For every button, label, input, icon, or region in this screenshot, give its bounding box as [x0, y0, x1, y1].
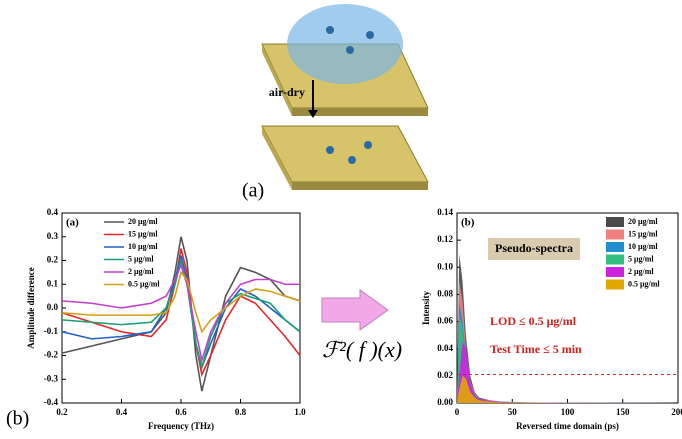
- legend-swatch: [606, 255, 624, 265]
- y-tick-label: -0.2: [44, 350, 59, 360]
- x-tick-label: 0.6: [175, 407, 187, 417]
- x-tick-label: 200: [671, 407, 682, 417]
- y-tick-label: 0.0: [47, 302, 59, 312]
- legend-swatch: [606, 242, 624, 252]
- legend-swatch: [606, 217, 624, 227]
- legend-label: 0.5 μg/ml: [628, 279, 660, 288]
- legend-label: 2 μg/ml: [628, 267, 654, 276]
- legend-label: 5 μg/ml: [628, 254, 654, 263]
- y-tick-label: 0.14: [437, 207, 453, 217]
- y-tick-label: 0.10: [437, 261, 453, 271]
- y-tick-label: -0.1: [44, 326, 59, 336]
- y-tick-label: 0.00: [437, 397, 453, 407]
- x-tick-label: 100: [561, 407, 575, 417]
- y-tick-label: 0.1: [47, 278, 59, 288]
- legend-label: 0.5 μg/ml: [128, 279, 160, 288]
- figure-label: (b): [6, 408, 29, 430]
- x-axis-label: Frequency (THz): [148, 421, 214, 431]
- area: [457, 254, 678, 403]
- y-tick-label: -0.4: [44, 397, 59, 407]
- legend-label: 15 μg/ml: [128, 229, 158, 238]
- y-tick-label: 0.12: [437, 234, 453, 244]
- figure-label: (a): [242, 180, 264, 202]
- legend-swatch: [606, 280, 624, 290]
- area: [457, 376, 678, 403]
- y-axis-label: Intensity: [421, 291, 431, 326]
- annotation: Pseudo-spectra: [495, 241, 573, 255]
- diagram: air-dry: [262, 4, 428, 190]
- x-tick-label: 0: [455, 407, 460, 417]
- annotation: Test Time ≤ 5 min: [490, 342, 582, 356]
- x-tick-label: 0.4: [116, 407, 128, 417]
- legend-label: 10 μg/ml: [128, 242, 158, 251]
- figure: air-dry (a) (b) ℱ²( f )(x) -0.4 -0.3 -0.2 -…: [0, 0, 682, 439]
- panel-label: (b): [461, 217, 475, 229]
- legend-label: 15 μg/ml: [628, 229, 658, 238]
- y-tick-label: 0.4: [47, 207, 59, 217]
- legend-label: 20 μg/ml: [128, 217, 158, 226]
- legend-swatch: [606, 230, 624, 240]
- legend-label: 2 μg/ml: [128, 267, 154, 276]
- legend-swatch: [606, 267, 624, 277]
- x-tick-label: 1.0: [294, 407, 306, 417]
- legend-label: 5 μg/ml: [128, 254, 154, 263]
- y-axis-label: Amplitude difference: [26, 267, 36, 349]
- panel-label: (a): [66, 217, 79, 229]
- y-tick-label: 0.06: [437, 316, 453, 326]
- step-label: air-dry: [269, 85, 305, 99]
- annotation: LOD ≤ 0.5 μg/ml: [490, 314, 577, 328]
- x-tick-label: 150: [616, 407, 630, 417]
- y-tick-label: 0.08: [437, 288, 453, 298]
- legend-label: 20 μg/ml: [628, 217, 658, 226]
- x-tick-label: 50: [508, 407, 518, 417]
- legend-label: 10 μg/ml: [628, 242, 658, 251]
- x-tick-label: 0.8: [235, 407, 247, 417]
- x-tick-label: 0.2: [56, 407, 68, 417]
- arrow: [322, 290, 388, 330]
- y-tick-label: 0.04: [437, 343, 453, 353]
- area: [457, 315, 678, 403]
- formula: ℱ²( f )(x): [322, 337, 402, 362]
- y-tick-label: 0.3: [47, 231, 59, 241]
- y-tick-label: 0.2: [47, 255, 59, 265]
- y-tick-label: 0.02: [437, 370, 453, 380]
- y-tick-label: -0.3: [44, 373, 59, 383]
- x-axis-label: Reversed time domain (ps): [516, 421, 619, 431]
